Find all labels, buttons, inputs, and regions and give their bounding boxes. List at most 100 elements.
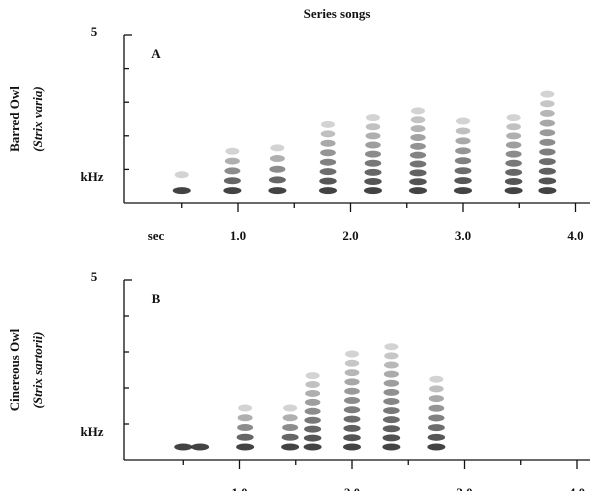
- x-tick-label: 2.0: [342, 228, 358, 243]
- harmonic: [428, 404, 445, 412]
- x-tick-label: 3.0: [455, 228, 471, 243]
- harmonic: [427, 424, 445, 432]
- harmonic: [343, 406, 361, 414]
- harmonic: [456, 117, 470, 125]
- harmonic: [305, 381, 320, 389]
- song-note: [364, 114, 382, 195]
- harmonic: [236, 433, 254, 441]
- song-note: [236, 404, 255, 451]
- harmonic: [454, 187, 472, 195]
- harmonic: [304, 407, 321, 415]
- harmonic: [454, 167, 472, 175]
- harmonic: [505, 141, 522, 149]
- harmonic: [225, 147, 240, 155]
- harmonic: [384, 343, 399, 351]
- species-name: Barred Owl: [7, 86, 22, 152]
- harmonic: [506, 123, 521, 131]
- harmonic: [320, 130, 336, 138]
- harmonic: [384, 361, 399, 369]
- song-note: [382, 343, 401, 451]
- harmonic: [223, 187, 242, 195]
- harmonic: [538, 187, 557, 195]
- harmonic: [343, 424, 361, 432]
- harmonic: [505, 150, 522, 158]
- harmonic: [365, 141, 381, 149]
- song-note: [191, 443, 210, 451]
- latin-name: (Strix sartorii): [30, 332, 45, 409]
- harmonic: [174, 443, 193, 451]
- song-note: [174, 443, 193, 451]
- harmonic: [237, 414, 253, 422]
- figure-title: Series songs: [304, 6, 371, 21]
- harmonic: [224, 167, 241, 175]
- harmonic: [282, 424, 299, 431]
- harmonic: [303, 443, 322, 451]
- harmonic: [538, 167, 556, 175]
- harmonic: [281, 443, 300, 451]
- y-tick-label: 5: [91, 24, 98, 39]
- harmonic: [410, 125, 426, 133]
- harmonic: [343, 443, 361, 451]
- song-note: [223, 147, 242, 195]
- harmonic: [540, 100, 555, 108]
- x-tick-label: 1.0: [230, 228, 246, 243]
- harmonic: [305, 372, 320, 380]
- harmonic: [539, 129, 556, 137]
- harmonic: [409, 178, 427, 186]
- harmonic: [383, 388, 400, 396]
- harmonic: [538, 177, 557, 185]
- x-tick-label: 4.0: [567, 228, 583, 243]
- harmonic: [454, 177, 472, 185]
- harmonic: [429, 375, 444, 383]
- harmonic: [269, 165, 286, 173]
- harmonic: [455, 137, 471, 145]
- song-note: [303, 372, 322, 451]
- harmonic: [174, 171, 189, 179]
- harmonic: [540, 90, 555, 98]
- harmonic: [383, 407, 400, 415]
- harmonic: [506, 114, 521, 122]
- harmonic: [382, 416, 400, 424]
- song-note: [454, 117, 472, 195]
- harmonic: [364, 187, 382, 195]
- harmonic: [427, 443, 446, 451]
- x-tick-label: 4.0: [569, 485, 585, 491]
- y-axis-label: kHz: [80, 169, 103, 184]
- harmonic: [319, 187, 337, 195]
- harmonic: [409, 169, 427, 177]
- harmonic: [539, 109, 555, 117]
- harmonic: [281, 433, 299, 441]
- harmonic: [319, 168, 337, 176]
- harmonic: [223, 177, 241, 185]
- harmonic: [344, 359, 360, 367]
- harmonic: [455, 147, 471, 155]
- harmonic: [383, 370, 399, 378]
- y-axis-label: kHz: [80, 424, 103, 439]
- harmonic: [270, 144, 285, 152]
- harmonic: [382, 434, 401, 442]
- latin-name: (Strix varia): [30, 86, 45, 151]
- song-note: [409, 107, 427, 195]
- harmonic: [283, 404, 298, 412]
- harmonic: [237, 424, 254, 431]
- harmonic: [409, 187, 427, 195]
- harmonic: [172, 187, 191, 195]
- harmonic: [236, 443, 255, 451]
- harmonic: [506, 132, 522, 140]
- song-note: [172, 171, 191, 195]
- species-name: Cinereous Owl: [7, 328, 22, 411]
- harmonic: [505, 159, 522, 167]
- song-note: [319, 120, 337, 195]
- harmonic: [428, 395, 444, 403]
- harmonic: [364, 168, 382, 176]
- harmonic: [504, 187, 523, 195]
- harmonic: [364, 159, 382, 167]
- harmonic: [344, 397, 360, 404]
- harmonic: [383, 397, 400, 405]
- x-tick-label: 3.0: [456, 485, 472, 491]
- harmonic: [364, 177, 382, 185]
- harmonic: [382, 425, 401, 433]
- harmonic: [410, 116, 426, 124]
- harmonic: [409, 160, 427, 168]
- harmonic: [268, 176, 286, 184]
